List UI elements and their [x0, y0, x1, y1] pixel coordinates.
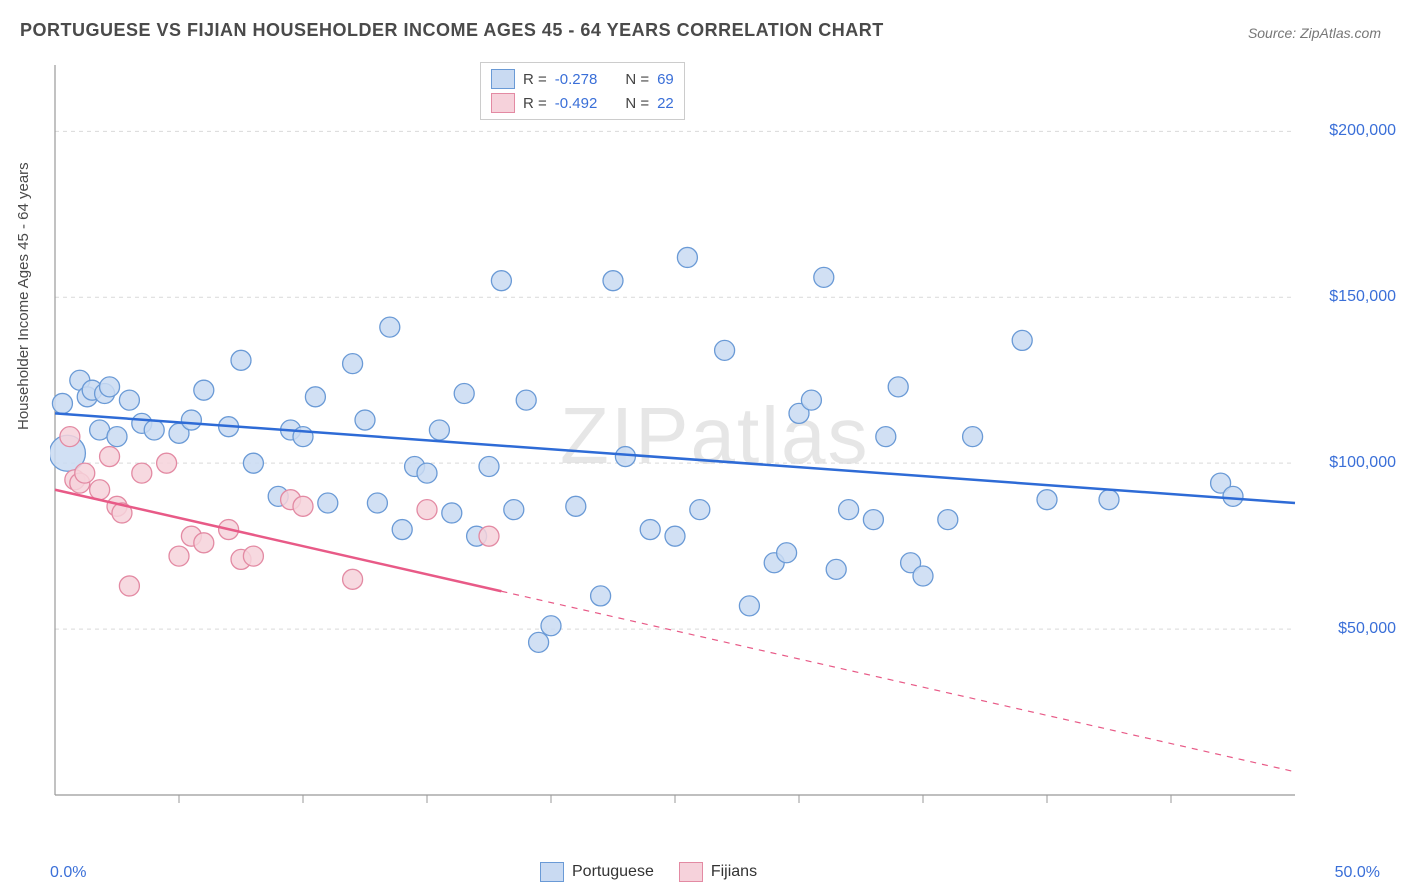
data-point [1037, 490, 1057, 510]
data-point [343, 354, 363, 374]
data-point [367, 493, 387, 513]
r-value: -0.278 [555, 71, 598, 88]
trend-line [55, 413, 1295, 503]
data-point [90, 480, 110, 500]
data-point [194, 380, 214, 400]
legend-item: Portuguese [540, 862, 654, 882]
data-point [429, 420, 449, 440]
n-label: N = [625, 95, 649, 112]
chart-title: PORTUGUESE VS FIJIAN HOUSEHOLDER INCOME … [20, 20, 884, 41]
correlation-legend: R = -0.278 N = 69 R = -0.492 N = 22 [480, 62, 685, 120]
data-point [442, 503, 462, 523]
data-point [938, 510, 958, 530]
data-point [913, 566, 933, 586]
data-point [541, 616, 561, 636]
data-point [107, 427, 127, 447]
y-tick-label: $200,000 [1329, 122, 1396, 140]
data-point [603, 271, 623, 291]
data-point [677, 247, 697, 267]
y-tick-label: $150,000 [1329, 288, 1396, 306]
data-point [690, 500, 710, 520]
legend-swatch [491, 93, 515, 113]
data-point [615, 447, 635, 467]
data-point [52, 393, 72, 413]
data-point [491, 271, 511, 291]
data-point [529, 632, 549, 652]
legend-label: Fijians [711, 863, 757, 881]
legend-item: Fijians [679, 862, 757, 882]
x-axis-max-label: 50.0% [1335, 864, 1380, 882]
data-point [814, 267, 834, 287]
y-axis-label: Householder Income Ages 45 - 64 years [15, 162, 32, 430]
data-point [1099, 490, 1119, 510]
data-point [801, 390, 821, 410]
data-point [343, 569, 363, 589]
data-point [417, 500, 437, 520]
data-point [454, 384, 474, 404]
data-point [591, 586, 611, 606]
legend-label: Portuguese [572, 863, 654, 881]
y-tick-label: $100,000 [1329, 454, 1396, 472]
r-label: R = [523, 71, 547, 88]
data-point [243, 453, 263, 473]
data-point [100, 447, 120, 467]
data-point [144, 420, 164, 440]
data-point [318, 493, 338, 513]
data-point [243, 546, 263, 566]
chart-container: PORTUGUESE VS FIJIAN HOUSEHOLDER INCOME … [0, 0, 1406, 892]
data-point [157, 453, 177, 473]
data-point [479, 526, 499, 546]
legend-swatch [540, 862, 564, 882]
legend-swatch [679, 862, 703, 882]
data-point [60, 427, 80, 447]
data-point [479, 457, 499, 477]
data-point [1012, 330, 1032, 350]
data-point [355, 410, 375, 430]
trend-line-extrapolated [501, 591, 1295, 772]
data-point [715, 340, 735, 360]
data-point [963, 427, 983, 447]
data-point [181, 410, 201, 430]
data-point [75, 463, 95, 483]
data-point [826, 559, 846, 579]
data-point [100, 377, 120, 397]
data-point [863, 510, 883, 530]
y-tick-label: $50,000 [1338, 620, 1396, 638]
r-value: -0.492 [555, 95, 598, 112]
data-point [305, 387, 325, 407]
data-point [504, 500, 524, 520]
data-point [231, 350, 251, 370]
data-point [119, 390, 139, 410]
legend-swatch [491, 69, 515, 89]
data-point [392, 520, 412, 540]
data-point [194, 533, 214, 553]
data-point [566, 496, 586, 516]
data-point [293, 496, 313, 516]
source-credit: Source: ZipAtlas.com [1248, 25, 1381, 41]
r-label: R = [523, 95, 547, 112]
n-label: N = [625, 71, 649, 88]
data-point [516, 390, 536, 410]
data-point [640, 520, 660, 540]
data-point [417, 463, 437, 483]
data-point [119, 576, 139, 596]
n-value: 22 [657, 95, 674, 112]
data-point [1223, 486, 1243, 506]
data-point [876, 427, 896, 447]
x-axis-min-label: 0.0% [50, 864, 86, 882]
data-point [839, 500, 859, 520]
data-point [132, 463, 152, 483]
n-value: 69 [657, 71, 674, 88]
scatter-plot [50, 60, 1380, 830]
data-point [169, 546, 189, 566]
series-legend: Portuguese Fijians [540, 862, 757, 882]
data-point [380, 317, 400, 337]
data-point [739, 596, 759, 616]
data-point [777, 543, 797, 563]
data-point [665, 526, 685, 546]
data-point [888, 377, 908, 397]
